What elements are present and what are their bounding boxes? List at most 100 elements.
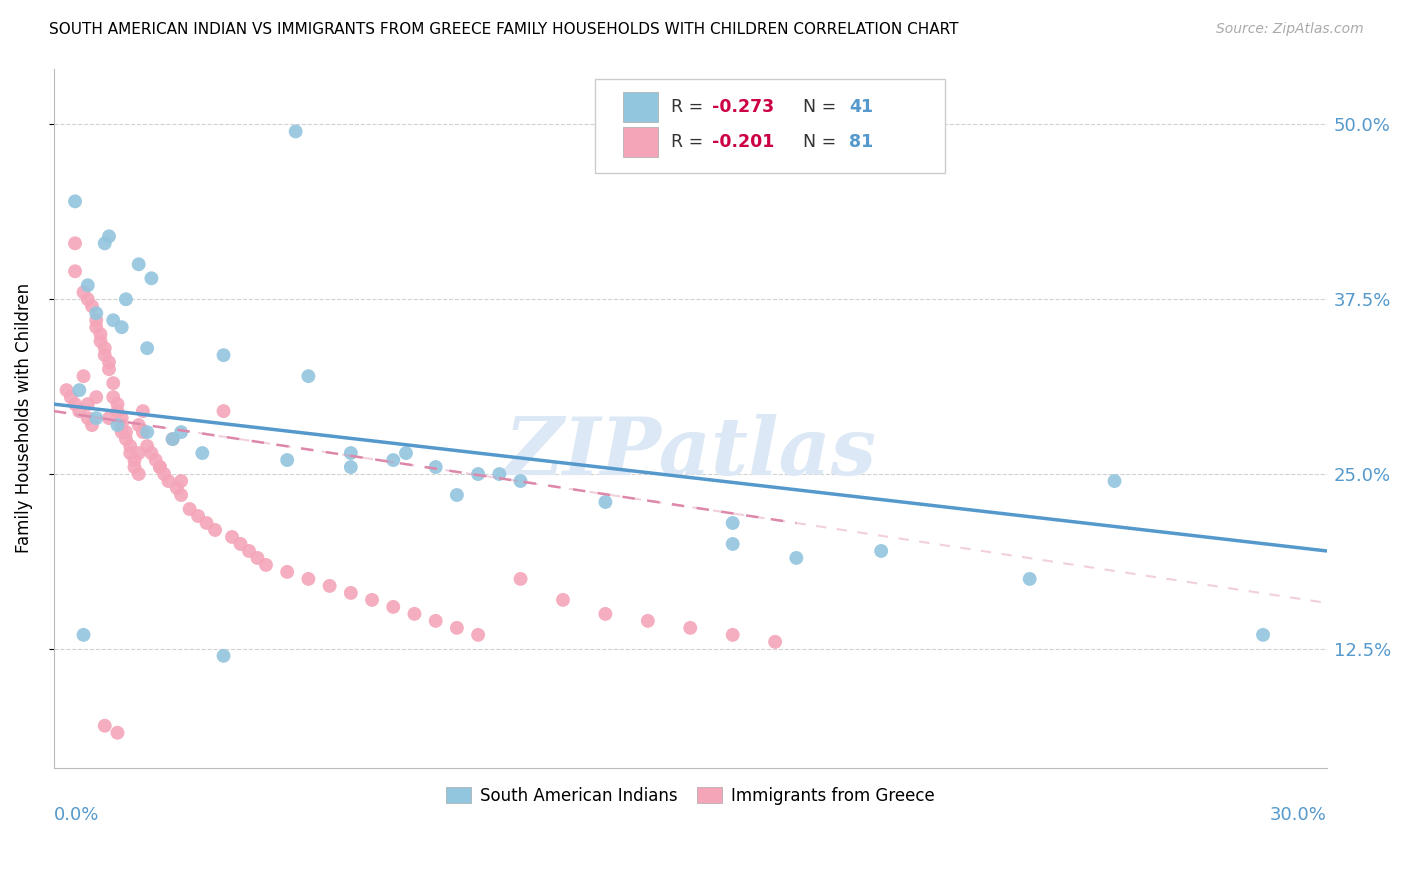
Point bbox=[212, 348, 235, 362]
Point bbox=[132, 425, 155, 439]
Point bbox=[595, 495, 617, 509]
Point bbox=[276, 453, 298, 467]
Point bbox=[1018, 572, 1040, 586]
FancyBboxPatch shape bbox=[623, 128, 658, 157]
Point bbox=[84, 306, 107, 320]
Point bbox=[340, 586, 363, 600]
Point bbox=[115, 432, 138, 446]
Text: R =: R = bbox=[671, 98, 709, 116]
Point bbox=[488, 467, 510, 481]
Point bbox=[340, 460, 363, 475]
Point bbox=[55, 383, 77, 397]
Point bbox=[111, 425, 134, 439]
Point bbox=[94, 719, 117, 733]
Point bbox=[115, 425, 138, 439]
Point bbox=[76, 411, 98, 425]
Legend: South American Indians, Immigrants from Greece: South American Indians, Immigrants from … bbox=[440, 780, 941, 812]
Point bbox=[221, 530, 243, 544]
Y-axis label: Family Households with Children: Family Households with Children bbox=[15, 283, 32, 553]
Point bbox=[395, 446, 418, 460]
Text: N =: N = bbox=[792, 133, 842, 151]
Point bbox=[141, 271, 163, 285]
Point bbox=[67, 404, 90, 418]
Point bbox=[94, 341, 117, 355]
Text: -0.201: -0.201 bbox=[711, 133, 775, 151]
Point bbox=[721, 537, 744, 551]
Point bbox=[136, 341, 159, 355]
Point bbox=[162, 432, 184, 446]
Point bbox=[170, 488, 193, 502]
Point bbox=[141, 446, 163, 460]
Point bbox=[80, 418, 103, 433]
Point bbox=[446, 488, 468, 502]
Point bbox=[84, 313, 107, 327]
Point bbox=[229, 537, 252, 551]
Point bbox=[72, 285, 94, 300]
Point bbox=[63, 264, 86, 278]
Point bbox=[509, 572, 531, 586]
Text: 41: 41 bbox=[849, 98, 873, 116]
Point bbox=[145, 453, 167, 467]
Point bbox=[425, 614, 447, 628]
Point bbox=[284, 124, 307, 138]
Point bbox=[128, 418, 150, 433]
Point bbox=[98, 411, 121, 425]
Text: ZIPatlas: ZIPatlas bbox=[505, 414, 876, 491]
Point bbox=[120, 446, 142, 460]
Point bbox=[136, 425, 159, 439]
Point bbox=[149, 460, 172, 475]
Text: 30.0%: 30.0% bbox=[1270, 806, 1327, 824]
Point bbox=[107, 418, 129, 433]
Point bbox=[679, 621, 702, 635]
Point bbox=[72, 628, 94, 642]
Point bbox=[98, 229, 121, 244]
Point bbox=[103, 376, 125, 391]
Point bbox=[84, 411, 107, 425]
Text: -0.273: -0.273 bbox=[711, 98, 775, 116]
Point bbox=[124, 453, 146, 467]
Point bbox=[721, 516, 744, 530]
Point bbox=[170, 474, 193, 488]
Point bbox=[212, 404, 235, 418]
Point bbox=[153, 467, 176, 481]
Point bbox=[107, 397, 129, 411]
Point bbox=[404, 607, 426, 621]
FancyBboxPatch shape bbox=[595, 79, 945, 173]
Point bbox=[246, 551, 269, 566]
Point bbox=[763, 635, 786, 649]
Point bbox=[254, 558, 277, 572]
Point bbox=[1104, 474, 1126, 488]
Text: 81: 81 bbox=[849, 133, 873, 151]
Point bbox=[84, 390, 107, 404]
Point bbox=[382, 453, 405, 467]
Point bbox=[204, 523, 226, 537]
Point bbox=[72, 369, 94, 384]
Point bbox=[76, 292, 98, 306]
Point bbox=[132, 404, 155, 418]
Point bbox=[111, 320, 134, 334]
Point bbox=[467, 628, 489, 642]
Point bbox=[136, 439, 159, 453]
Point bbox=[195, 516, 218, 530]
Point bbox=[212, 648, 235, 663]
Point bbox=[80, 299, 103, 313]
Point bbox=[59, 390, 82, 404]
Point bbox=[721, 628, 744, 642]
Point bbox=[191, 446, 214, 460]
Point bbox=[297, 572, 319, 586]
Point bbox=[318, 579, 340, 593]
Point bbox=[276, 565, 298, 579]
Point bbox=[89, 327, 111, 342]
Point bbox=[94, 236, 117, 251]
Point bbox=[870, 544, 893, 558]
Point bbox=[382, 599, 405, 614]
Point bbox=[509, 474, 531, 488]
Text: SOUTH AMERICAN INDIAN VS IMMIGRANTS FROM GREECE FAMILY HOUSEHOLDS WITH CHILDREN : SOUTH AMERICAN INDIAN VS IMMIGRANTS FROM… bbox=[49, 22, 959, 37]
Point bbox=[297, 369, 319, 384]
Point bbox=[361, 593, 384, 607]
Point bbox=[162, 432, 184, 446]
Point bbox=[120, 439, 142, 453]
Point bbox=[76, 278, 98, 293]
FancyBboxPatch shape bbox=[623, 92, 658, 121]
Point bbox=[340, 446, 363, 460]
